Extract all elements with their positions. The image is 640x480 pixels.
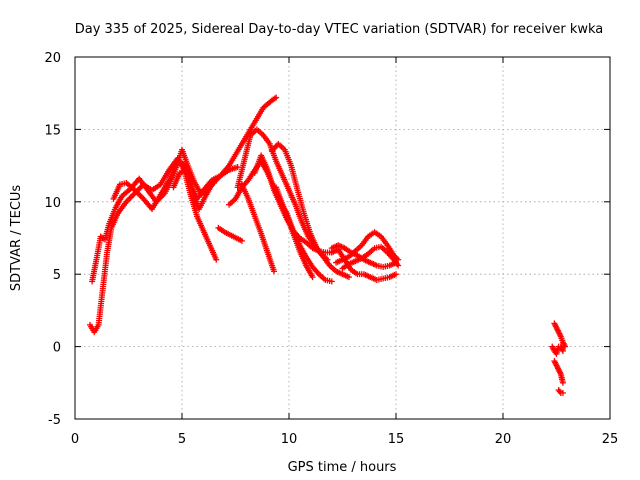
data-point xyxy=(136,185,143,192)
data-point xyxy=(393,259,399,266)
data-point xyxy=(559,389,566,396)
axis-ticks: 0 5 10 15 20 25 -5 0 5 10 15 20 xyxy=(44,51,618,447)
y-tick-label: 5 xyxy=(53,268,61,283)
data-point xyxy=(559,379,566,386)
data-point xyxy=(137,193,144,200)
y-tick-label: 15 xyxy=(44,123,61,138)
y-tick-label: -5 xyxy=(48,413,61,428)
x-tick-label: 20 xyxy=(495,432,512,447)
data-point xyxy=(136,191,143,198)
data-point xyxy=(328,278,335,285)
data-point xyxy=(271,268,278,275)
data-point xyxy=(238,237,245,244)
data-point xyxy=(345,274,352,281)
x-tick-label: 25 xyxy=(602,432,619,447)
x-tick-label: 5 xyxy=(178,432,186,447)
grid xyxy=(75,57,610,419)
data-point xyxy=(556,388,563,395)
x-axis-label: GPS time / hours xyxy=(288,460,397,475)
x-tick-label: 10 xyxy=(281,432,298,447)
data-point xyxy=(127,194,134,201)
y-tick-label: 10 xyxy=(44,196,61,211)
chart-title: Day 335 of 2025, Sidereal Day-to-day VTE… xyxy=(75,22,604,37)
x-tick-label: 15 xyxy=(388,432,405,447)
y-tick-label: 20 xyxy=(44,51,61,66)
data-point xyxy=(273,94,280,101)
data-point xyxy=(559,347,566,354)
data-point xyxy=(213,256,220,263)
x-tick-label: 0 xyxy=(71,432,79,447)
data-point xyxy=(129,193,136,200)
y-tick-label: 0 xyxy=(53,341,61,356)
data-point xyxy=(134,190,141,197)
data-point xyxy=(126,195,133,202)
data-point xyxy=(393,271,399,278)
plot-frame xyxy=(74,56,611,420)
data-points xyxy=(86,94,569,396)
y-axis-label: SDTVAR / TECUs xyxy=(9,185,24,292)
data-point xyxy=(309,274,316,281)
data-point xyxy=(130,191,137,198)
